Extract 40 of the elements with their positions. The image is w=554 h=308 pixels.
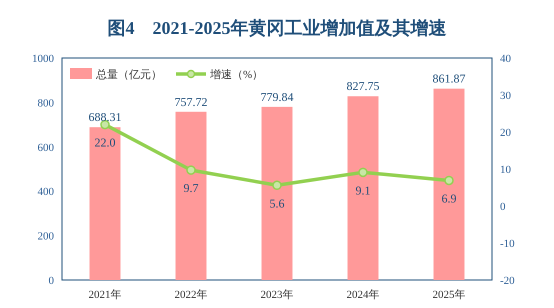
bar	[176, 112, 206, 280]
y-tick-label: 0	[48, 275, 54, 287]
data-label: 861.87	[432, 72, 466, 86]
x-tick-label: 2024年	[346, 289, 380, 301]
y-tick-label: 800	[38, 97, 54, 110]
y-tick-label: 400	[38, 186, 54, 198]
x-tick-label: 2021年	[88, 289, 122, 301]
y2-tick-label: 10	[500, 164, 512, 176]
bar	[262, 106, 292, 280]
point	[272, 180, 282, 190]
y2-tick-label: 20	[500, 127, 512, 139]
y2-tick-label: 0	[500, 201, 506, 213]
x-tick-label: 2022年	[174, 289, 208, 301]
data-label: 688.31	[88, 110, 122, 124]
data-label: 827.75	[346, 79, 380, 94]
data-label: 6.9	[442, 191, 456, 206]
y2-tick-label: -20	[500, 275, 516, 287]
data-label: 9.7	[184, 181, 198, 196]
y-tick-label: 200	[38, 230, 54, 243]
bar	[348, 96, 378, 280]
bar	[434, 88, 464, 280]
y-tick-label: 600	[38, 142, 54, 154]
data-label: 9.1	[356, 183, 370, 198]
x-tick-label: 2023年	[260, 289, 294, 301]
data-label: 5.6	[270, 196, 284, 210]
data-label: 779.84	[260, 90, 294, 104]
data-label: 757.72	[174, 94, 208, 109]
y2-tick-label: 40	[500, 53, 512, 65]
data-label: 22.0	[94, 136, 116, 150]
y2-tick-label: -10	[500, 238, 516, 250]
chart-title: 图4 2021-2025年黄冈工业增加值及其增速	[108, 18, 446, 38]
point	[186, 165, 196, 175]
y-tick-label: 1000	[32, 53, 54, 65]
legend-label: 总量（亿元）	[95, 68, 162, 81]
legend-label: 增速（%）	[209, 68, 264, 81]
point	[444, 176, 454, 186]
bar	[90, 127, 120, 280]
x-tick-label: 2025年	[432, 289, 466, 301]
point	[358, 168, 368, 178]
y2-tick-label: 30	[500, 90, 512, 102]
